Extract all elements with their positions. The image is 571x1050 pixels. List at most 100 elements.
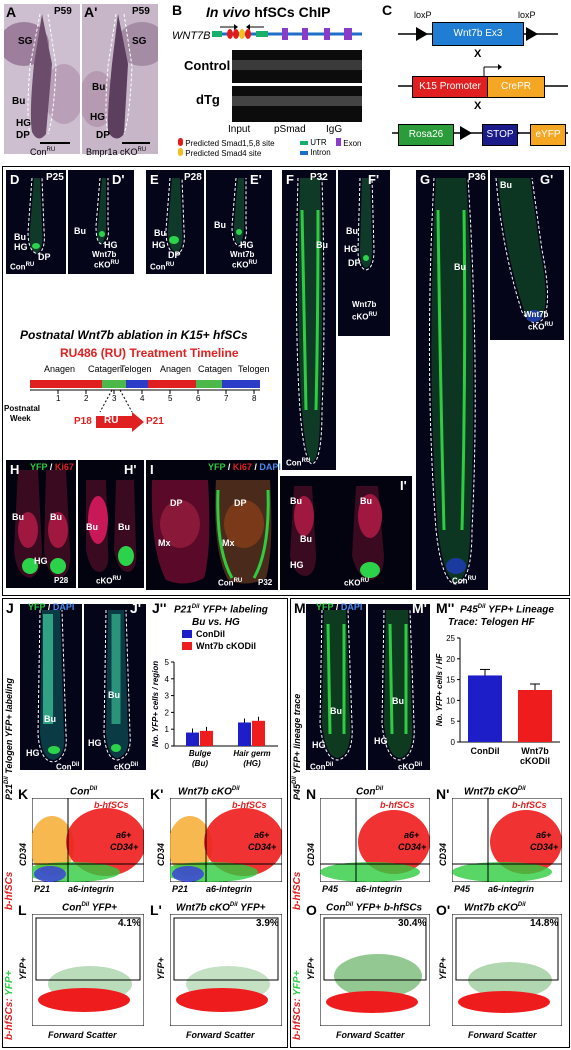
timeline-ru: RU (104, 415, 119, 426)
m3-y-tick-label: 5 (451, 717, 456, 726)
timeline-phase-1: Anagen (44, 364, 76, 374)
panel-g2-bu: Bu (500, 180, 512, 190)
panel-f2-caption-1: Wnt7b (352, 300, 377, 309)
panel-g-bu: Bu (454, 262, 466, 272)
panel-m-bu: Bu (330, 706, 342, 716)
panel-d-caption: ConRU (10, 262, 35, 272)
panel-e2-hg: HG (240, 240, 254, 250)
panel-g-age: P36 (468, 172, 486, 183)
j3-category-label-2: (Bu) (192, 759, 208, 768)
panel-h-age: P28 (54, 576, 69, 585)
panel-l2-pct: 3.9% (256, 918, 279, 929)
panel-n2-title: Wnt7b cKODil (464, 786, 526, 798)
panel-c-rosa26: Rosa26 (398, 124, 454, 146)
panel-j-side-label: P21Dil Telogen YFP+ labeling (4, 678, 14, 800)
panel-l2-plot (170, 914, 282, 1026)
panel-n-ylabel: CD34 (306, 842, 316, 866)
panel-n-title: ConDil (356, 786, 384, 798)
panel-d-hg: HG (14, 242, 28, 252)
panel-e-label: E (150, 172, 159, 187)
m3-y-tick-label: 10 (446, 696, 455, 705)
panel-c-eyfp: eYFP (530, 124, 566, 146)
panel-n2-cd34: CD34+ (530, 842, 559, 852)
panel-a-image (4, 4, 80, 154)
panel-d-image (6, 170, 66, 274)
panel-e2-caption-1: Wnt7b (230, 250, 255, 259)
panel-l2-title: Wnt7b cKODil YFP+ (176, 902, 266, 914)
panel-a2-dp: DP (96, 130, 110, 141)
panel-g-label: G (420, 172, 431, 187)
panel-l-pct: 4.1% (118, 918, 141, 929)
j3-category-label: Bulge (189, 749, 212, 758)
panel-b-legend-smad4: Predicted Smad4 site (178, 148, 261, 158)
timeline-ru-arrow (96, 412, 144, 432)
panel-a-caption: ConRU (30, 147, 56, 157)
panel-j3-label: J'' (152, 600, 167, 616)
panel-f2-label: F' (368, 172, 380, 187)
panel-e-hg: HG (152, 240, 166, 250)
panel-e-image (146, 170, 204, 274)
panel-j-label: J (6, 600, 14, 616)
panel-j-hg: HG (26, 748, 40, 758)
panel-m-caption: ConDil (310, 762, 334, 772)
j3-bar (186, 732, 199, 746)
timeline-p21: P21 (146, 416, 164, 427)
j3-category-label: Hair germ (233, 749, 270, 758)
panel-h-bu-2: Bu (50, 512, 62, 522)
panel-j2-bu: Bu (108, 690, 120, 700)
panel-a2-image (82, 4, 158, 154)
panel-j-stain: YFP / DAPI (28, 602, 75, 612)
timeline-phase-4: Anagen (160, 364, 192, 374)
panel-n2-bhf: b-hfSCs (512, 800, 547, 810)
timeline-phase-5: Catagen (198, 364, 233, 374)
panel-j2-caption: cKODil (114, 762, 139, 772)
panel-f2-bu: Bu (346, 226, 358, 236)
panel-b-legend-utr: UTR (300, 138, 327, 147)
panel-a-age: P59 (54, 6, 72, 17)
panel-m2-label: M' (412, 600, 427, 616)
panel-a2-bu: Bu (92, 82, 106, 93)
panel-h-bu-1: Bu (12, 512, 24, 522)
panel-m3-label: M'' (436, 600, 455, 616)
panel-d-dp: DP (38, 252, 51, 262)
panel-f-bu: Bu (316, 240, 328, 250)
panel-m3-title-2: Trace: Telogen HF (448, 617, 535, 628)
timeline-week-7: 7 (224, 394, 229, 403)
panel-m2-image (368, 604, 430, 770)
panel-i-age: P32 (258, 578, 273, 587)
panel-c-loxp-left: loxP (414, 10, 432, 20)
panel-l2-ylabel: YFP+ (156, 957, 166, 980)
panel-i-caption: ConRU (218, 578, 243, 588)
panel-m-side-label: P45Dil YFP+ lineage trace (292, 693, 302, 800)
panel-m-hg: HG (312, 740, 326, 750)
panel-g2-label: G' (540, 172, 554, 187)
j3-legend-swatch-con (182, 630, 192, 638)
m3-category-con: ConDil (471, 746, 500, 756)
panel-i-dp-2: DP (234, 498, 247, 508)
j3-y-tick-label: 5 (165, 658, 170, 667)
panel-h-label: H (10, 462, 20, 477)
timeline-phase-3: Telogen (120, 364, 152, 374)
panel-k2-ylabel: CD34 (156, 842, 166, 866)
j3-legend-con: ConDil (196, 629, 225, 639)
box-j-to-l (2, 598, 288, 1048)
panel-b-gel (232, 50, 362, 122)
panel-c-k15-promoter: K15 Promoter (412, 76, 488, 98)
panel-o2-pct: 14.8% (530, 918, 559, 929)
panel-o-ylabel: YFP+ (306, 957, 316, 980)
panel-f2-hg: HG (344, 244, 358, 254)
panel-b-title: In vivo hfSCs ChIP (206, 4, 331, 20)
panel-b-col-input: Input (228, 124, 251, 135)
panel-e2-image (206, 170, 272, 274)
panel-b-label: B (172, 2, 183, 18)
panel-f-age: P32 (310, 172, 328, 183)
panel-i-image (146, 460, 278, 590)
j3-y-tick-label: 4 (165, 675, 170, 684)
panel-l-ylabel: YFP+ (18, 957, 28, 980)
panel-k-label: K (18, 786, 29, 802)
panel-j-bu: Bu (44, 714, 56, 724)
panel-m-image (306, 604, 366, 770)
timeline-title: Postnatal Wnt7b ablation in K15+ hfSCs (20, 328, 248, 342)
panel-a2-sg: SG (132, 36, 147, 47)
panel-d2-label: D' (112, 172, 125, 187)
